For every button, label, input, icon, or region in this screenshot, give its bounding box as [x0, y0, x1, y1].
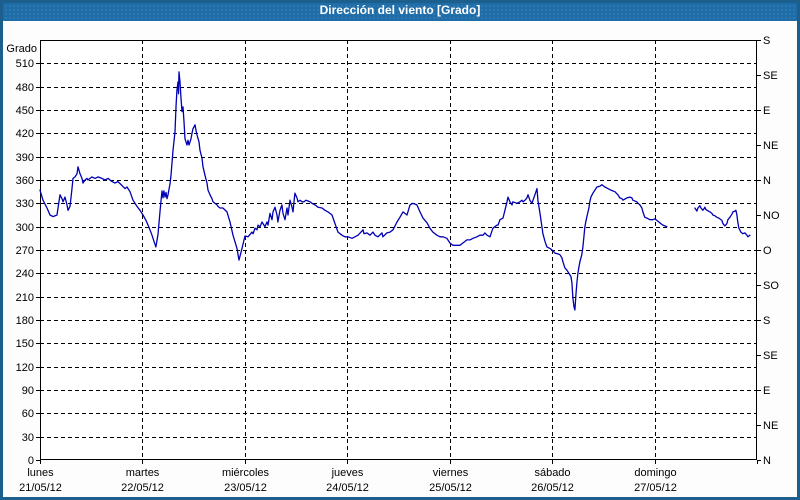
compass-tick-label: NE: [763, 420, 778, 432]
compass-tick-label: SE: [763, 350, 778, 362]
x-axis-day-label: martes: [126, 467, 160, 479]
y-axis-tick-label: 150: [16, 338, 34, 350]
y-axis-tick-label: 300: [16, 222, 34, 234]
wind-direction-line-segment: [39, 71, 668, 311]
y-axis-tick-label: 210: [16, 292, 34, 304]
y-axis-title: Grado: [6, 43, 37, 55]
wind-direction-line-segment: [694, 205, 751, 238]
y-axis-tick-label: 120: [16, 362, 34, 374]
plot-border: [40, 40, 757, 460]
y-axis-tick-label: 0: [28, 455, 34, 467]
compass-tick-label: NE: [763, 140, 778, 152]
compass-tick-label: N: [763, 455, 771, 467]
compass-tick-label: S: [763, 315, 770, 327]
y-axis-tick-label: 480: [16, 82, 34, 94]
x-axis-date-label: 22/05/12: [121, 482, 164, 494]
chart-title: Dirección del viento [Grado]: [319, 3, 481, 17]
x-axis-day-label: domingo: [634, 467, 676, 479]
x-axis-date-label: 24/05/12: [326, 482, 369, 494]
x-axis-day-label: sábado: [534, 467, 570, 479]
y-axis-tick-label: 30: [22, 432, 34, 444]
compass-tick-label: N: [763, 175, 771, 187]
y-axis-tick-label: 60: [22, 408, 34, 420]
compass-tick-label: E: [763, 105, 770, 117]
y-axis-tick-label: 390: [16, 152, 34, 164]
compass-tick-label: O: [763, 245, 772, 257]
y-axis-tick-label: 270: [16, 245, 34, 257]
x-axis-date-label: 21/05/12: [19, 482, 62, 494]
x-axis-date-label: 26/05/12: [531, 482, 574, 494]
compass-tick-label: NO: [763, 210, 780, 222]
x-axis-day-label: jueves: [331, 467, 364, 479]
x-axis-day-label: miércoles: [222, 467, 270, 479]
y-axis-tick-label: 420: [16, 128, 34, 140]
x-axis-date-label: 27/05/12: [634, 482, 677, 494]
compass-tick-label: SE: [763, 70, 778, 82]
axes: [36, 40, 761, 464]
title-bar: Dirección del viento [Grado]: [0, 0, 800, 21]
x-axis-day-label: viernes: [433, 467, 469, 479]
y-axis-tick-label: 450: [16, 105, 34, 117]
y-axis-tick-label: 240: [16, 268, 34, 280]
compass-tick-label: E: [763, 385, 770, 397]
x-axis-date-label: 25/05/12: [429, 482, 472, 494]
x-axis-day-label: lunes: [27, 467, 54, 479]
y-axis-tick-label: 330: [16, 198, 34, 210]
y-axis-tick-label: 90: [22, 385, 34, 397]
compass-tick-label: S: [763, 35, 770, 47]
y-axis-tick-label: 360: [16, 175, 34, 187]
wind-direction-line: [39, 71, 751, 311]
x-axis-date-label: 23/05/12: [224, 482, 267, 494]
y-axis-tick-label: 180: [16, 315, 34, 327]
y-axis-tick-label: 510: [16, 58, 34, 70]
compass-tick-label: SO: [763, 280, 779, 292]
